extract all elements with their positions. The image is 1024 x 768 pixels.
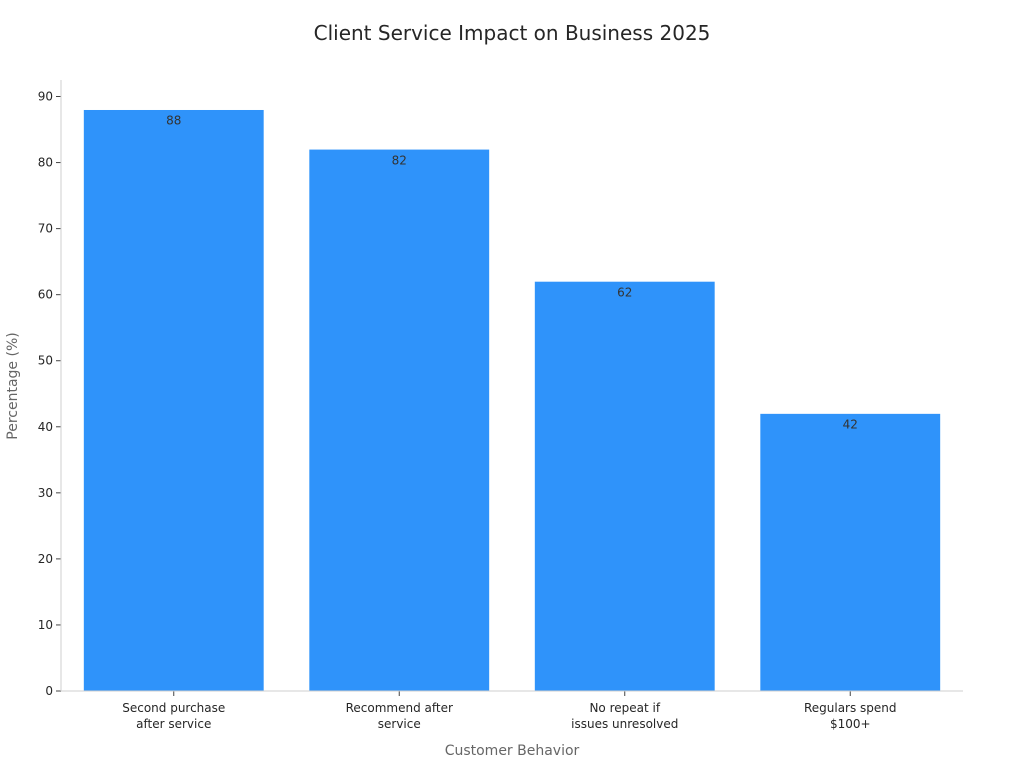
y-tick-label: 70: [38, 222, 53, 236]
y-tick-label: 40: [38, 420, 53, 434]
y-ticks-group: 0 10 20 30 40 50 60 70 80 90: [38, 90, 61, 698]
y-tick-label: 50: [38, 354, 53, 368]
y-tick-label: 80: [38, 156, 53, 170]
x-tick-label: after service: [136, 717, 211, 731]
y-tick-label: 90: [38, 90, 53, 104]
x-tick-label: Second purchase: [122, 701, 225, 715]
bar[interactable]: [534, 281, 716, 692]
bar[interactable]: [308, 149, 490, 692]
chart-title: Client Service Impact on Business 2025: [314, 21, 711, 45]
x-ticks-group: Second purchase after service Recommend af…: [122, 691, 897, 731]
bar-value-label: 62: [617, 285, 632, 299]
bar-value-label: 42: [843, 418, 858, 432]
y-axis-label: Percentage (%): [5, 332, 21, 439]
bar[interactable]: [83, 109, 265, 692]
x-axis-label: Customer Behavior: [445, 743, 580, 759]
x-tick-label: Regulars spend: [804, 701, 897, 715]
x-tick-label: service: [378, 717, 421, 731]
y-tick-label: 10: [38, 618, 53, 632]
y-tick-label: 20: [38, 552, 53, 566]
bar-value-label: 88: [166, 114, 181, 128]
x-tick-label: $100+: [830, 717, 871, 731]
y-tick-label: 60: [38, 288, 53, 302]
bars-group: 88 82 62 42: [83, 109, 941, 692]
x-tick-label: No repeat if: [589, 701, 660, 715]
x-tick-label: Recommend after: [346, 701, 453, 715]
bar-value-label: 82: [392, 153, 407, 167]
x-tick-label: issues unresolved: [571, 717, 678, 731]
y-tick-label: 0: [45, 684, 53, 698]
bar[interactable]: [759, 413, 941, 692]
y-tick-label: 30: [38, 486, 53, 500]
